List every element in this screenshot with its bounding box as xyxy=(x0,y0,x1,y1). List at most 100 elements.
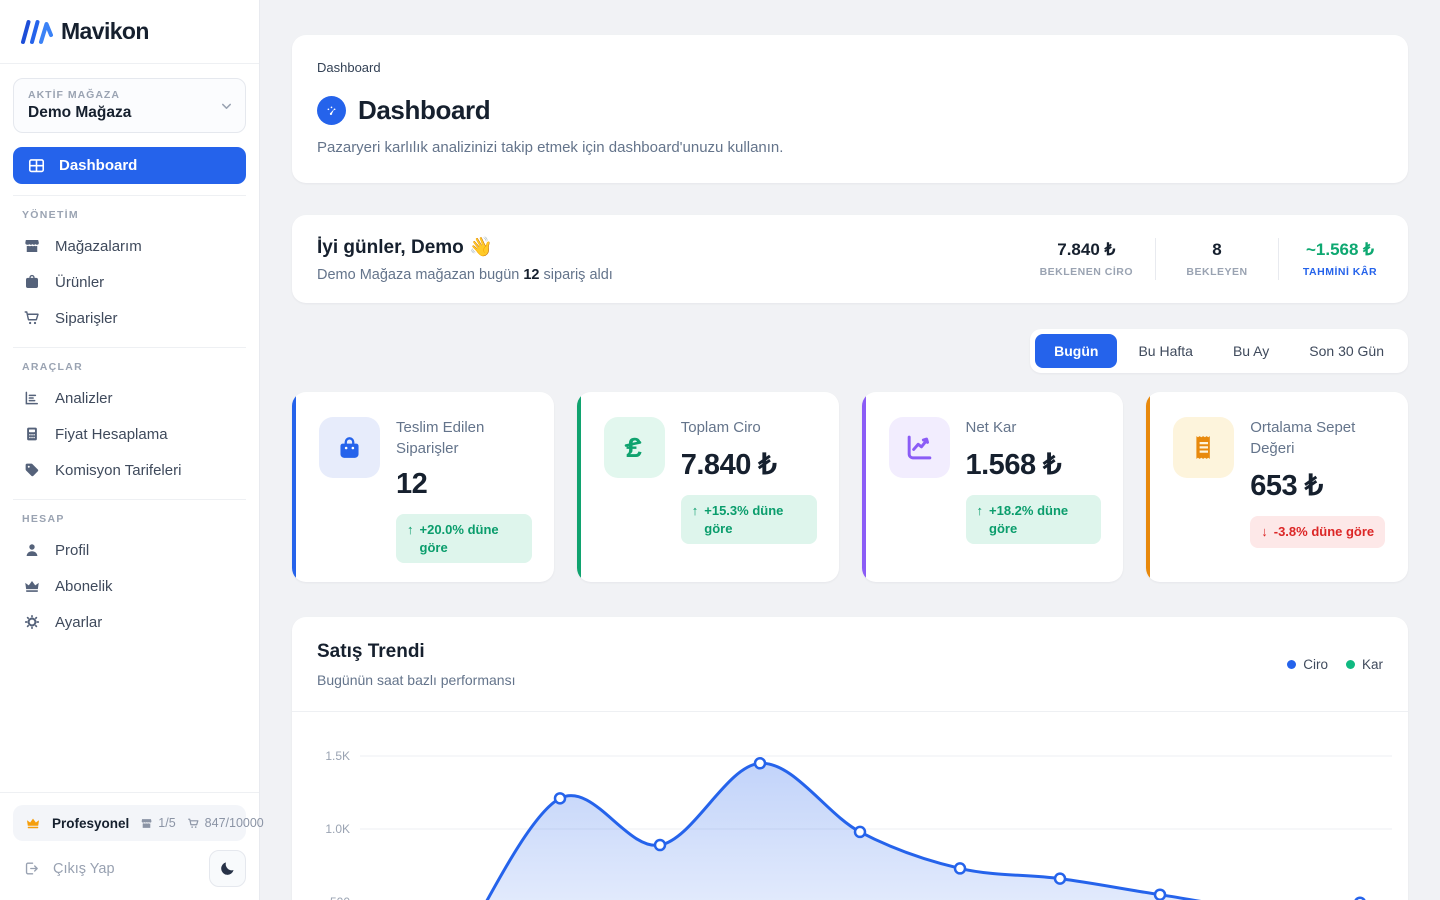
sidebar-item-siparisler[interactable]: Siparişler xyxy=(13,300,246,336)
storefront-icon xyxy=(22,237,41,256)
stat-estimated-profit: ~1.568 ₺ TAHMİNİ KÂR xyxy=(1301,240,1379,278)
svg-text:1.0K: 1.0K xyxy=(325,822,350,836)
accent-bar xyxy=(861,392,866,582)
greeting-card: İyi günler, Demo 👋 Demo Mağaza mağazan b… xyxy=(292,215,1408,303)
sidebar-item-abonelik[interactable]: Abonelik xyxy=(13,568,246,604)
chart-title: Satış Trendi xyxy=(317,641,425,662)
sidebar-item-fiyat-hesaplama[interactable]: Fiyat Hesaplama xyxy=(13,416,246,452)
page-subtitle: Pazaryeri karlılık analizinizi takip etm… xyxy=(317,139,784,156)
tab-bu-ay[interactable]: Bu Ay xyxy=(1214,334,1288,368)
sidebar-item-label: Ayarlar xyxy=(55,613,103,631)
kpi-trend-badge: ↑ +20.0% düne göre xyxy=(396,514,532,564)
stat-label: BEKLEYEN xyxy=(1186,266,1248,278)
gauge-icon xyxy=(317,96,346,125)
svg-text:£: £ xyxy=(626,432,642,463)
tab-son-30-gun[interactable]: Son 30 Gün xyxy=(1290,334,1403,368)
store-selector-label: AKTİF MAĞAZA xyxy=(28,89,120,101)
kpi-grid: Teslim Edilen Siparişler 12 ↑ +20.0% dün… xyxy=(292,392,1408,582)
calculator-icon xyxy=(22,425,41,444)
chart-subtitle: Bugünün saat bazlı performansı xyxy=(317,672,516,688)
stat-value: ~1.568 ₺ xyxy=(1305,240,1374,259)
kpi-badge-text: +15.3% düne göre xyxy=(704,503,784,536)
sidebar-item-dashboard[interactable]: Dashboard xyxy=(13,147,246,184)
sidebar-item-label: Mağazalarım xyxy=(55,237,142,255)
plan-store-usage: 1/5 xyxy=(140,816,176,830)
kpi-title: Ortalama Sepet Değeri xyxy=(1250,419,1356,457)
mavikon-logo-icon xyxy=(20,19,54,45)
tags-icon xyxy=(22,461,41,480)
time-filter-tabs: Bugün Bu Hafta Bu Ay Son 30 Gün xyxy=(1030,329,1408,373)
storefront-icon xyxy=(140,817,153,830)
sidebar-item-komisyon-tarifeleri[interactable]: Komisyon Tarifeleri xyxy=(13,452,246,488)
section-title: ARAÇLAR xyxy=(22,361,84,373)
nav-section-araclar: ARAÇLAR Analizler Fiyat Hesaplama Komisy… xyxy=(13,347,246,488)
brand-name: Mavikon xyxy=(61,18,149,44)
trend-down-icon: ↓ xyxy=(1261,524,1268,539)
sidebar-item-label: Siparişler xyxy=(55,309,118,327)
sales-trend-card: Satış Trendi Bugünün saat bazlı performa… xyxy=(292,617,1408,900)
trend-up-icon: ↑ xyxy=(976,503,984,518)
tab-bugun[interactable]: Bugün xyxy=(1035,334,1118,368)
greeting-subtitle: Demo Mağaza mağazan bugün 12 sipariş ald… xyxy=(317,267,613,283)
store-selector[interactable]: AKTİF MAĞAZA Demo Mağaza xyxy=(13,78,246,133)
plan-name: Profesyonel xyxy=(52,815,130,831)
trend-up-icon: ↑ xyxy=(407,522,414,537)
kpi-value: 12 xyxy=(396,468,428,500)
sidebar-item-ayarlar[interactable]: Ayarlar xyxy=(13,604,246,640)
kpi-card-delivered-orders: Teslim Edilen Siparişler 12 ↑ +20.0% dün… xyxy=(292,392,554,582)
kpi-title: Teslim Edilen Siparişler xyxy=(396,419,485,457)
svg-text:500: 500 xyxy=(330,895,350,900)
moon-icon xyxy=(219,860,236,877)
accent-bar xyxy=(1146,392,1151,582)
sidebar-item-profil[interactable]: Profil xyxy=(13,532,246,568)
kpi-card-net-profit: Net Kar 1.568 ₺ ↑ +18.2% düne göre xyxy=(861,392,1124,582)
nav-section-hesap: HESAP Profil Abonelik Ayarlar xyxy=(13,499,246,640)
crown-icon xyxy=(22,577,41,596)
dark-mode-toggle[interactable] xyxy=(209,850,246,887)
sidebar-item-analizler[interactable]: Analizler xyxy=(13,380,246,416)
sidebar-item-label: Komisyon Tarifeleri xyxy=(55,461,182,479)
kpi-value: 653 ₺ xyxy=(1250,470,1323,502)
legend-ciro: Ciro xyxy=(1287,657,1328,672)
sidebar-item-magazalarim[interactable]: Mağazalarım xyxy=(13,228,246,264)
chart-legend: Ciro Kar xyxy=(1287,657,1383,672)
grid-icon xyxy=(27,156,46,175)
sidebar-item-label: Analizler xyxy=(55,389,113,407)
kpi-value: 1.568 ₺ xyxy=(965,449,1062,481)
sidebar-nav: YÖNETİM Mağazalarım Ürünler Siparişler xyxy=(0,184,259,640)
area-chart-svg[interactable]: 1.5K 1.0K 500 xyxy=(292,712,1408,900)
sales-trend-chart[interactable]: 1.5K 1.0K 500 xyxy=(292,712,1408,900)
greeting-stats: 7.840 ₺ BEKLENEN CİRO 8 BEKLEYEN ~1.568 … xyxy=(1040,238,1383,280)
stat-expected-revenue: 7.840 ₺ BEKLENEN CİRO xyxy=(1040,240,1133,278)
kpi-title: Toplam Ciro xyxy=(680,419,761,436)
stat-label: BEKLENEN CİRO xyxy=(1039,266,1133,278)
legend-kar: Kar xyxy=(1345,657,1383,672)
breadcrumb: Dashboard xyxy=(317,60,381,75)
plan-order-count: 847/10000 xyxy=(204,816,264,830)
chart-line-icon xyxy=(888,417,950,478)
logout-icon xyxy=(23,860,40,877)
kpi-badge-text: +20.0% düne göre xyxy=(419,522,499,555)
plan-badge[interactable]: Profesyonel 1/5 847/10000 xyxy=(13,805,264,841)
plan-order-usage: 847/10000 xyxy=(187,816,264,830)
cart-icon xyxy=(187,817,200,830)
kpi-value: 7.840 ₺ xyxy=(680,449,777,481)
time-filter-row: Bugün Bu Hafta Bu Ay Son 30 Gün xyxy=(292,329,1408,373)
kpi-card-avg-basket: Ortalama Sepet Değeri 653 ₺ ↓ -3.8% düne… xyxy=(1146,392,1408,582)
page-header-card: Dashboard Dashboard Pazaryeri karlılık a… xyxy=(292,35,1408,183)
divider xyxy=(1278,238,1279,280)
legend-label: Ciro xyxy=(1303,657,1328,672)
sidebar-item-urunler[interactable]: Ürünler xyxy=(13,264,246,300)
stat-value: 8 xyxy=(1212,240,1222,259)
store-selector-value: Demo Mağaza xyxy=(28,104,132,121)
page-title: Dashboard xyxy=(358,95,491,125)
nav-section-yonetim: YÖNETİM Mağazalarım Ürünler Siparişler xyxy=(13,195,246,336)
user-icon xyxy=(22,541,41,560)
sidebar-item-label: Dashboard xyxy=(59,157,138,174)
shopping-bag-icon xyxy=(319,417,380,478)
tab-bu-hafta[interactable]: Bu Hafta xyxy=(1119,334,1211,368)
divider xyxy=(1155,238,1156,280)
section-title: YÖNETİM xyxy=(22,209,79,221)
logout-button[interactable]: Çıkış Yap xyxy=(13,852,125,885)
sidebar: Mavikon AKTİF MAĞAZA Demo Mağaza Dashboa… xyxy=(0,0,264,900)
